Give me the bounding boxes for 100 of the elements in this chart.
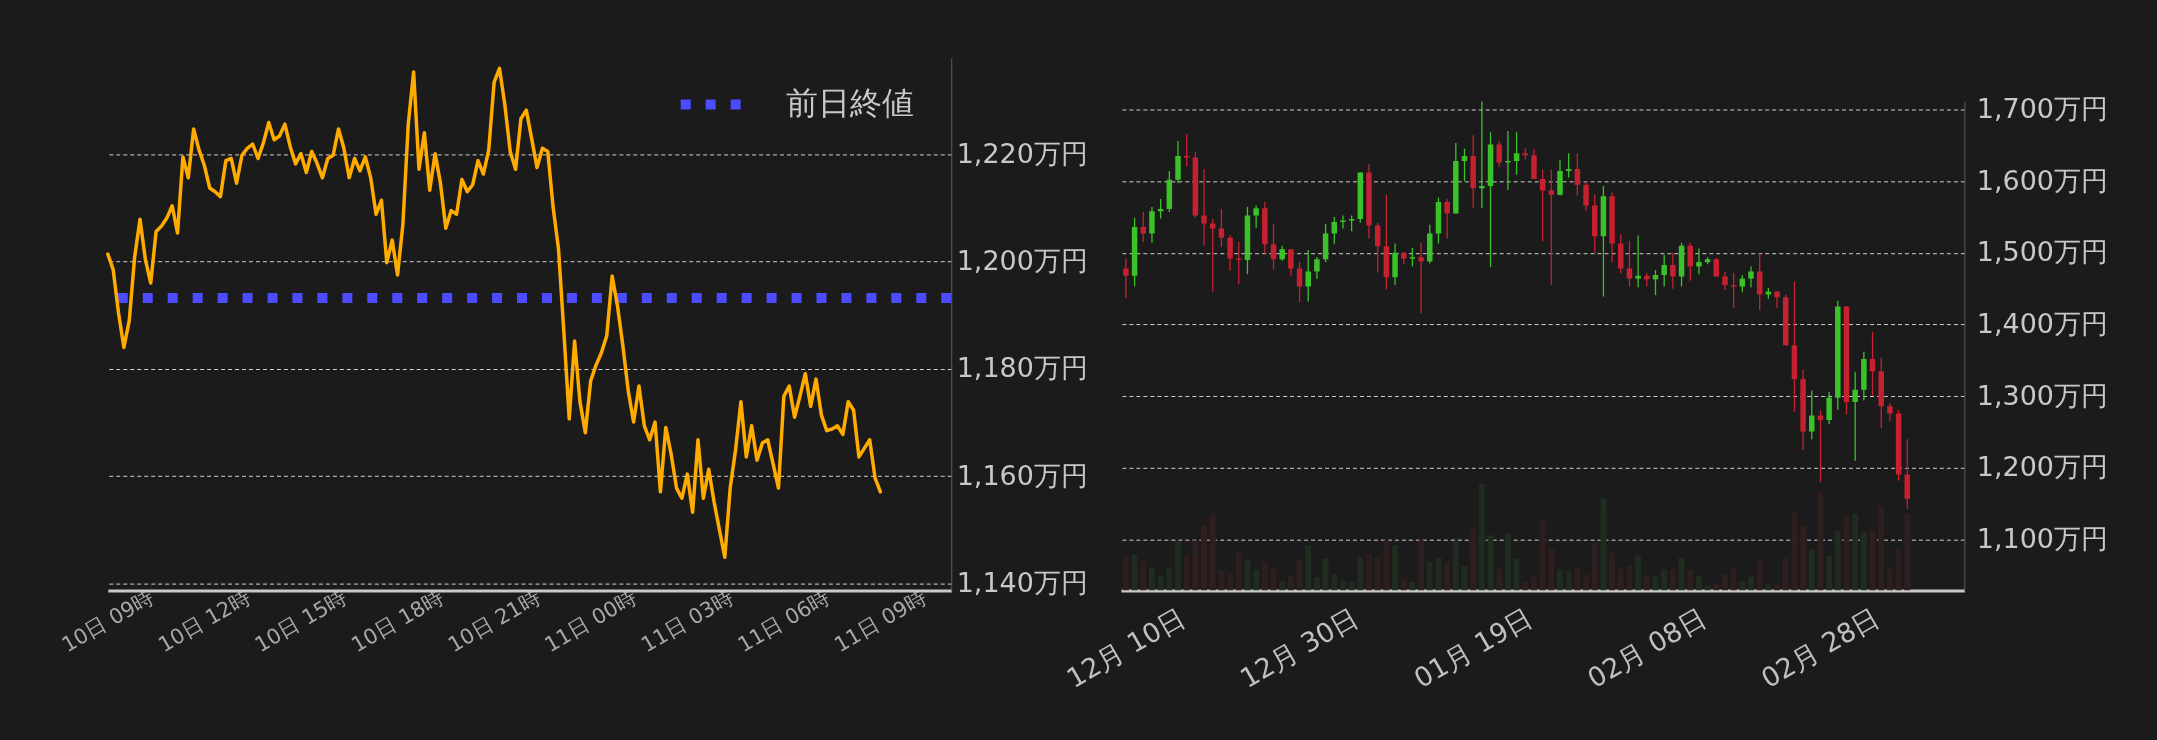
legend-label: 前日終値 <box>785 84 914 123</box>
bar <box>1487 535 1494 591</box>
bar <box>1140 560 1147 591</box>
line-series <box>106 66 883 560</box>
candlestick <box>1218 208 1225 248</box>
candlestick <box>1730 272 1737 309</box>
y-tick-label: 1,100万円 <box>1976 523 2108 555</box>
bar <box>1452 541 1459 591</box>
bar <box>1279 581 1286 591</box>
bar <box>1522 582 1529 591</box>
candlestick <box>1444 198 1450 240</box>
bar <box>1339 581 1346 591</box>
candlestick <box>1869 331 1876 397</box>
y-tick-label: 1,600万円 <box>1976 164 2108 196</box>
bar <box>1713 584 1720 591</box>
y-tick-label: 1,200万円 <box>956 245 1088 277</box>
bar <box>1548 549 1555 591</box>
bar <box>1643 575 1650 591</box>
candlestick <box>1583 180 1589 212</box>
bar <box>1261 561 1268 591</box>
bar <box>1817 491 1824 591</box>
bar <box>1574 568 1581 591</box>
y-tick-label: 1,300万円 <box>1976 379 2108 411</box>
bar <box>1513 558 1520 591</box>
bar <box>1678 557 1685 591</box>
bar <box>1148 567 1155 591</box>
bar <box>1904 513 1911 591</box>
candlestick <box>1670 252 1676 290</box>
bar <box>1609 552 1616 591</box>
bar <box>1774 584 1781 591</box>
bar <box>1730 568 1737 591</box>
y-tick-label: 1,220万円 <box>956 137 1088 169</box>
candlestick <box>1496 140 1502 168</box>
candlestick <box>1696 247 1702 275</box>
candlestick <box>1270 223 1277 270</box>
bar <box>1800 525 1807 591</box>
bar <box>1209 514 1216 591</box>
bar <box>1869 530 1876 591</box>
bar <box>1383 540 1390 591</box>
bar <box>1470 528 1477 591</box>
x-tick-label: 12月 30日 <box>1234 601 1364 694</box>
bar <box>1591 542 1598 591</box>
bar <box>1357 557 1364 591</box>
bar <box>1366 554 1372 591</box>
bar <box>1322 558 1329 591</box>
bar <box>1305 545 1312 591</box>
bar <box>1496 568 1503 591</box>
candlestick <box>1253 204 1259 229</box>
candlestick <box>1123 257 1129 299</box>
bar <box>1852 513 1859 591</box>
bar <box>1826 555 1833 591</box>
candlestick <box>1852 371 1858 462</box>
candlestick <box>1722 270 1728 291</box>
candlestick <box>1557 159 1563 197</box>
bar <box>1400 578 1407 591</box>
bar <box>1782 557 1789 591</box>
bar <box>1478 483 1485 591</box>
bar <box>1721 573 1728 591</box>
bar <box>1435 557 1442 591</box>
bar <box>1418 540 1425 591</box>
bar <box>1192 540 1199 591</box>
bar <box>1287 575 1294 591</box>
x-tick-label: 02月 28日 <box>1755 601 1885 694</box>
bar <box>1131 554 1138 591</box>
candlestick <box>1149 206 1155 244</box>
bar <box>1426 561 1433 591</box>
candlestick <box>1826 391 1832 425</box>
bar <box>1444 561 1451 591</box>
candlestick <box>1687 242 1693 282</box>
y-tick-label: 1,500万円 <box>1976 236 2108 268</box>
candlestick <box>1314 256 1320 280</box>
bar <box>1748 576 1754 591</box>
y-tick-label: 1,140万円 <box>956 567 1088 599</box>
bar <box>1227 573 1234 591</box>
y-tick-label: 1,180万円 <box>956 352 1088 384</box>
bar <box>1617 568 1624 591</box>
bar <box>1183 555 1190 591</box>
candlestick <box>1479 100 1485 210</box>
candlestick <box>1809 389 1815 440</box>
bar <box>1530 576 1537 591</box>
bar <box>1895 549 1902 591</box>
bar <box>1539 520 1546 591</box>
bar <box>1201 525 1208 591</box>
candlestick <box>1296 261 1303 303</box>
y-tick-label: 1,200万円 <box>1976 451 2108 483</box>
candlestick <box>1574 152 1581 197</box>
bar <box>1765 584 1772 591</box>
candlestick <box>1626 239 1633 288</box>
bar <box>1409 582 1416 591</box>
bar <box>1791 511 1798 591</box>
bar <box>1122 556 1129 591</box>
bar <box>1331 574 1338 591</box>
candlestick <box>1774 290 1780 309</box>
candlestick <box>1288 248 1294 277</box>
candlestick <box>1513 131 1520 176</box>
bar <box>1834 530 1841 591</box>
candlestick <box>1887 402 1893 422</box>
candlestick <box>1227 234 1233 272</box>
candlestick <box>1201 168 1207 247</box>
bar <box>1392 545 1399 591</box>
